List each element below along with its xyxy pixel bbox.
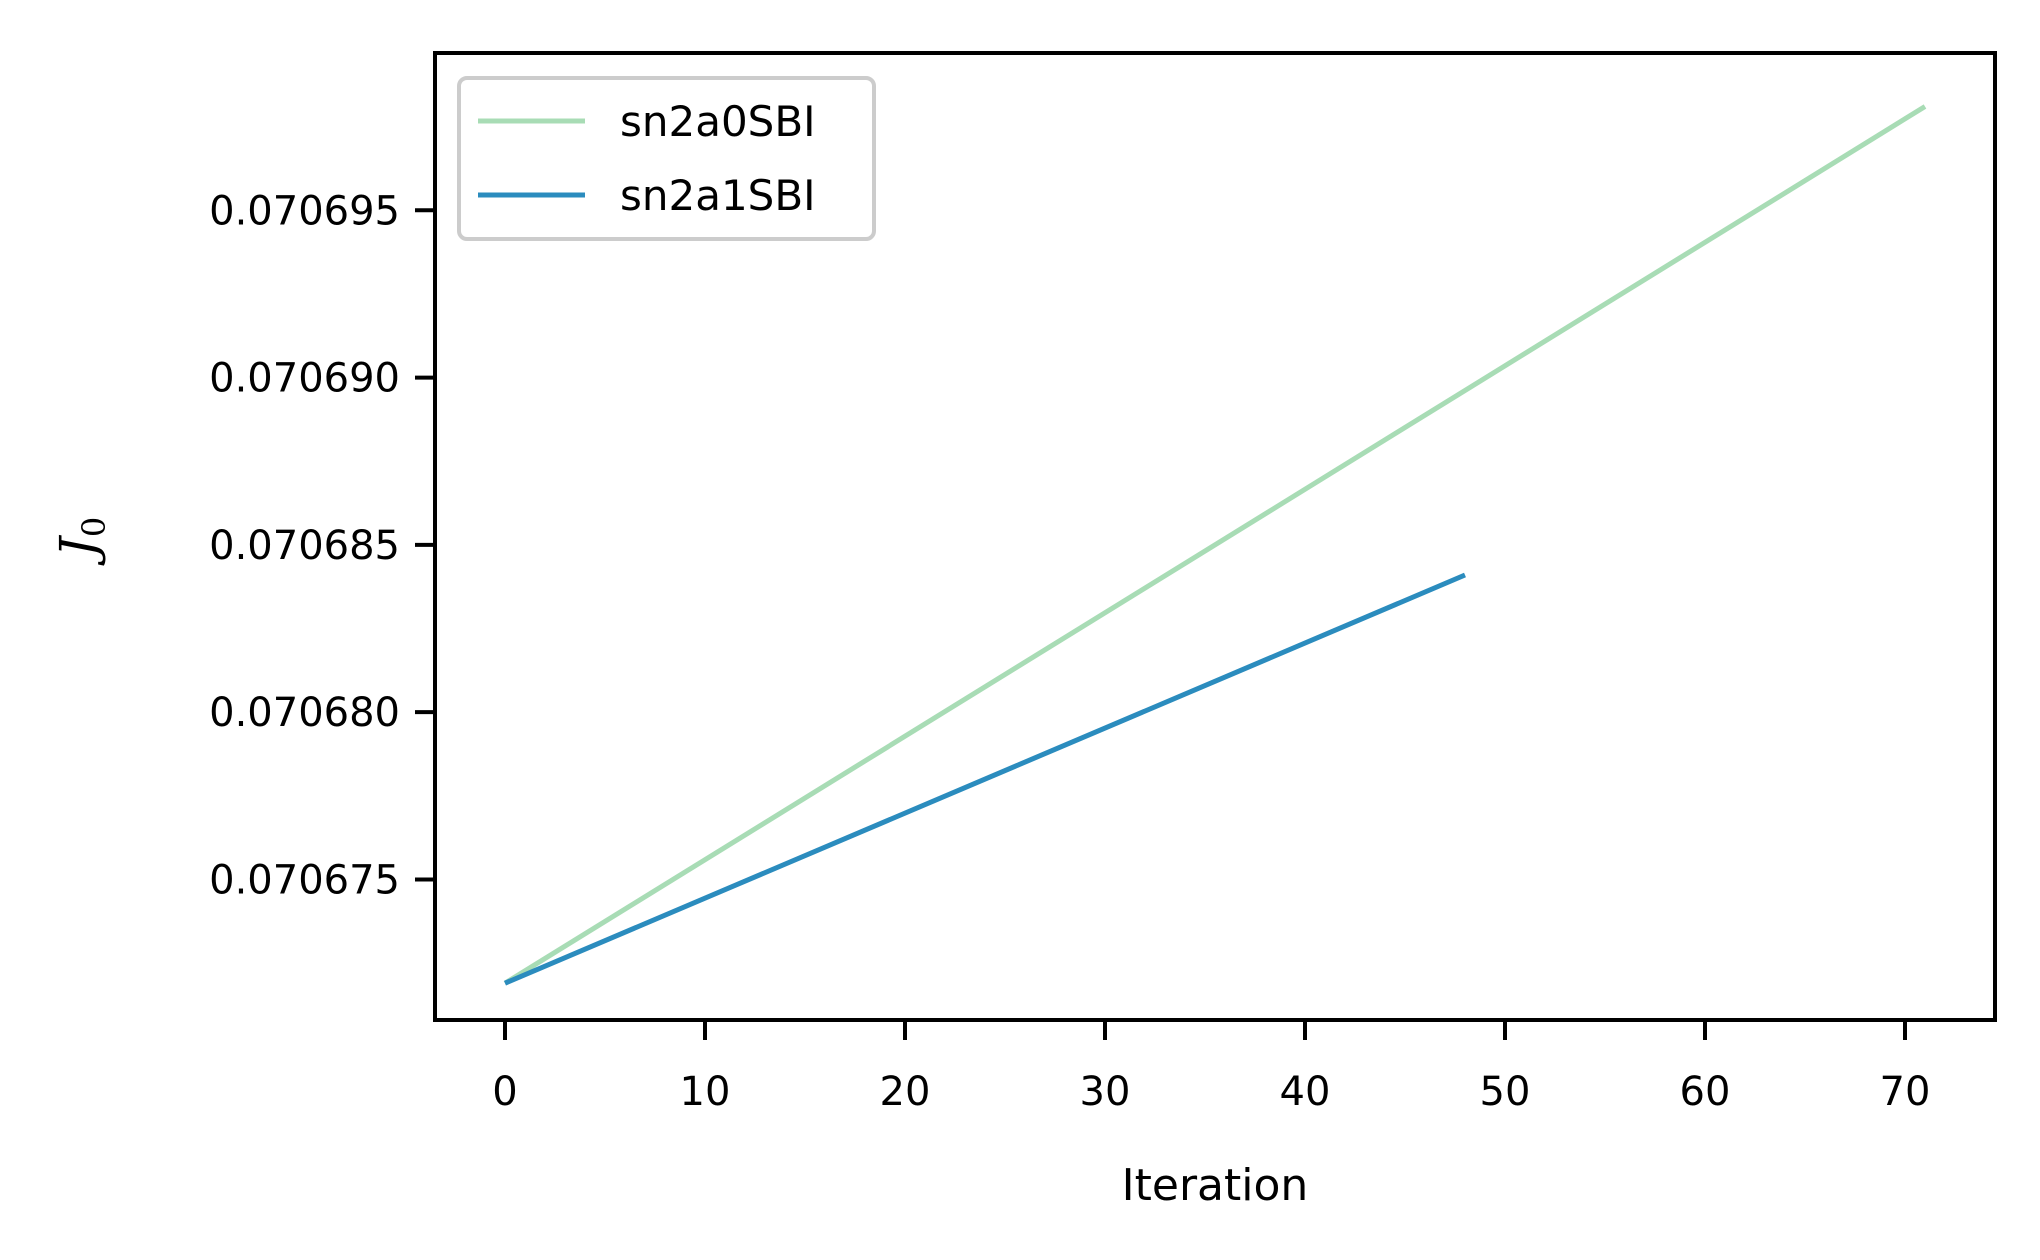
x-tick-label: 10 — [680, 1069, 731, 1115]
series-line-sn2a0SBI — [503, 104, 1927, 986]
x-tick-label: 50 — [1480, 1069, 1531, 1115]
x-axis: 0 10 20 30 40 50 60 70 — [492, 1020, 1930, 1115]
x-tick-label: 0 — [492, 1069, 517, 1115]
legend-label-sn2a0SBI: sn2a0SBI — [620, 97, 816, 146]
y-tick-label: 0.070675 — [209, 857, 400, 903]
y-tick-label: 0.070685 — [209, 523, 400, 569]
x-tick-label: 40 — [1280, 1069, 1331, 1115]
y-tick-label: 0.070680 — [209, 690, 400, 736]
y-tick-label: 0.070695 — [209, 188, 400, 234]
x-axis-label: Iteration — [1122, 1160, 1309, 1211]
x-tick-label: 60 — [1680, 1069, 1731, 1115]
x-tick-label: 20 — [880, 1069, 931, 1115]
x-tick-label: 70 — [1880, 1069, 1931, 1115]
y-axis: 0.070675 0.070680 0.070685 0.070690 0.070695 — [209, 188, 435, 903]
plot-lines — [503, 104, 1927, 986]
plot-frame — [433, 51, 1997, 1022]
y-axis-label-subscript: 0 — [75, 517, 113, 537]
y-tick-label: 0.070690 — [209, 356, 400, 402]
legend-box — [457, 76, 876, 241]
series-line-sn2a1SBI — [504, 572, 1466, 986]
legend: sn2a0SBI sn2a1SBI — [457, 76, 876, 241]
legend-label-sn2a1SBI: sn2a1SBI — [620, 171, 816, 220]
x-tick-label: 30 — [1080, 1069, 1131, 1115]
